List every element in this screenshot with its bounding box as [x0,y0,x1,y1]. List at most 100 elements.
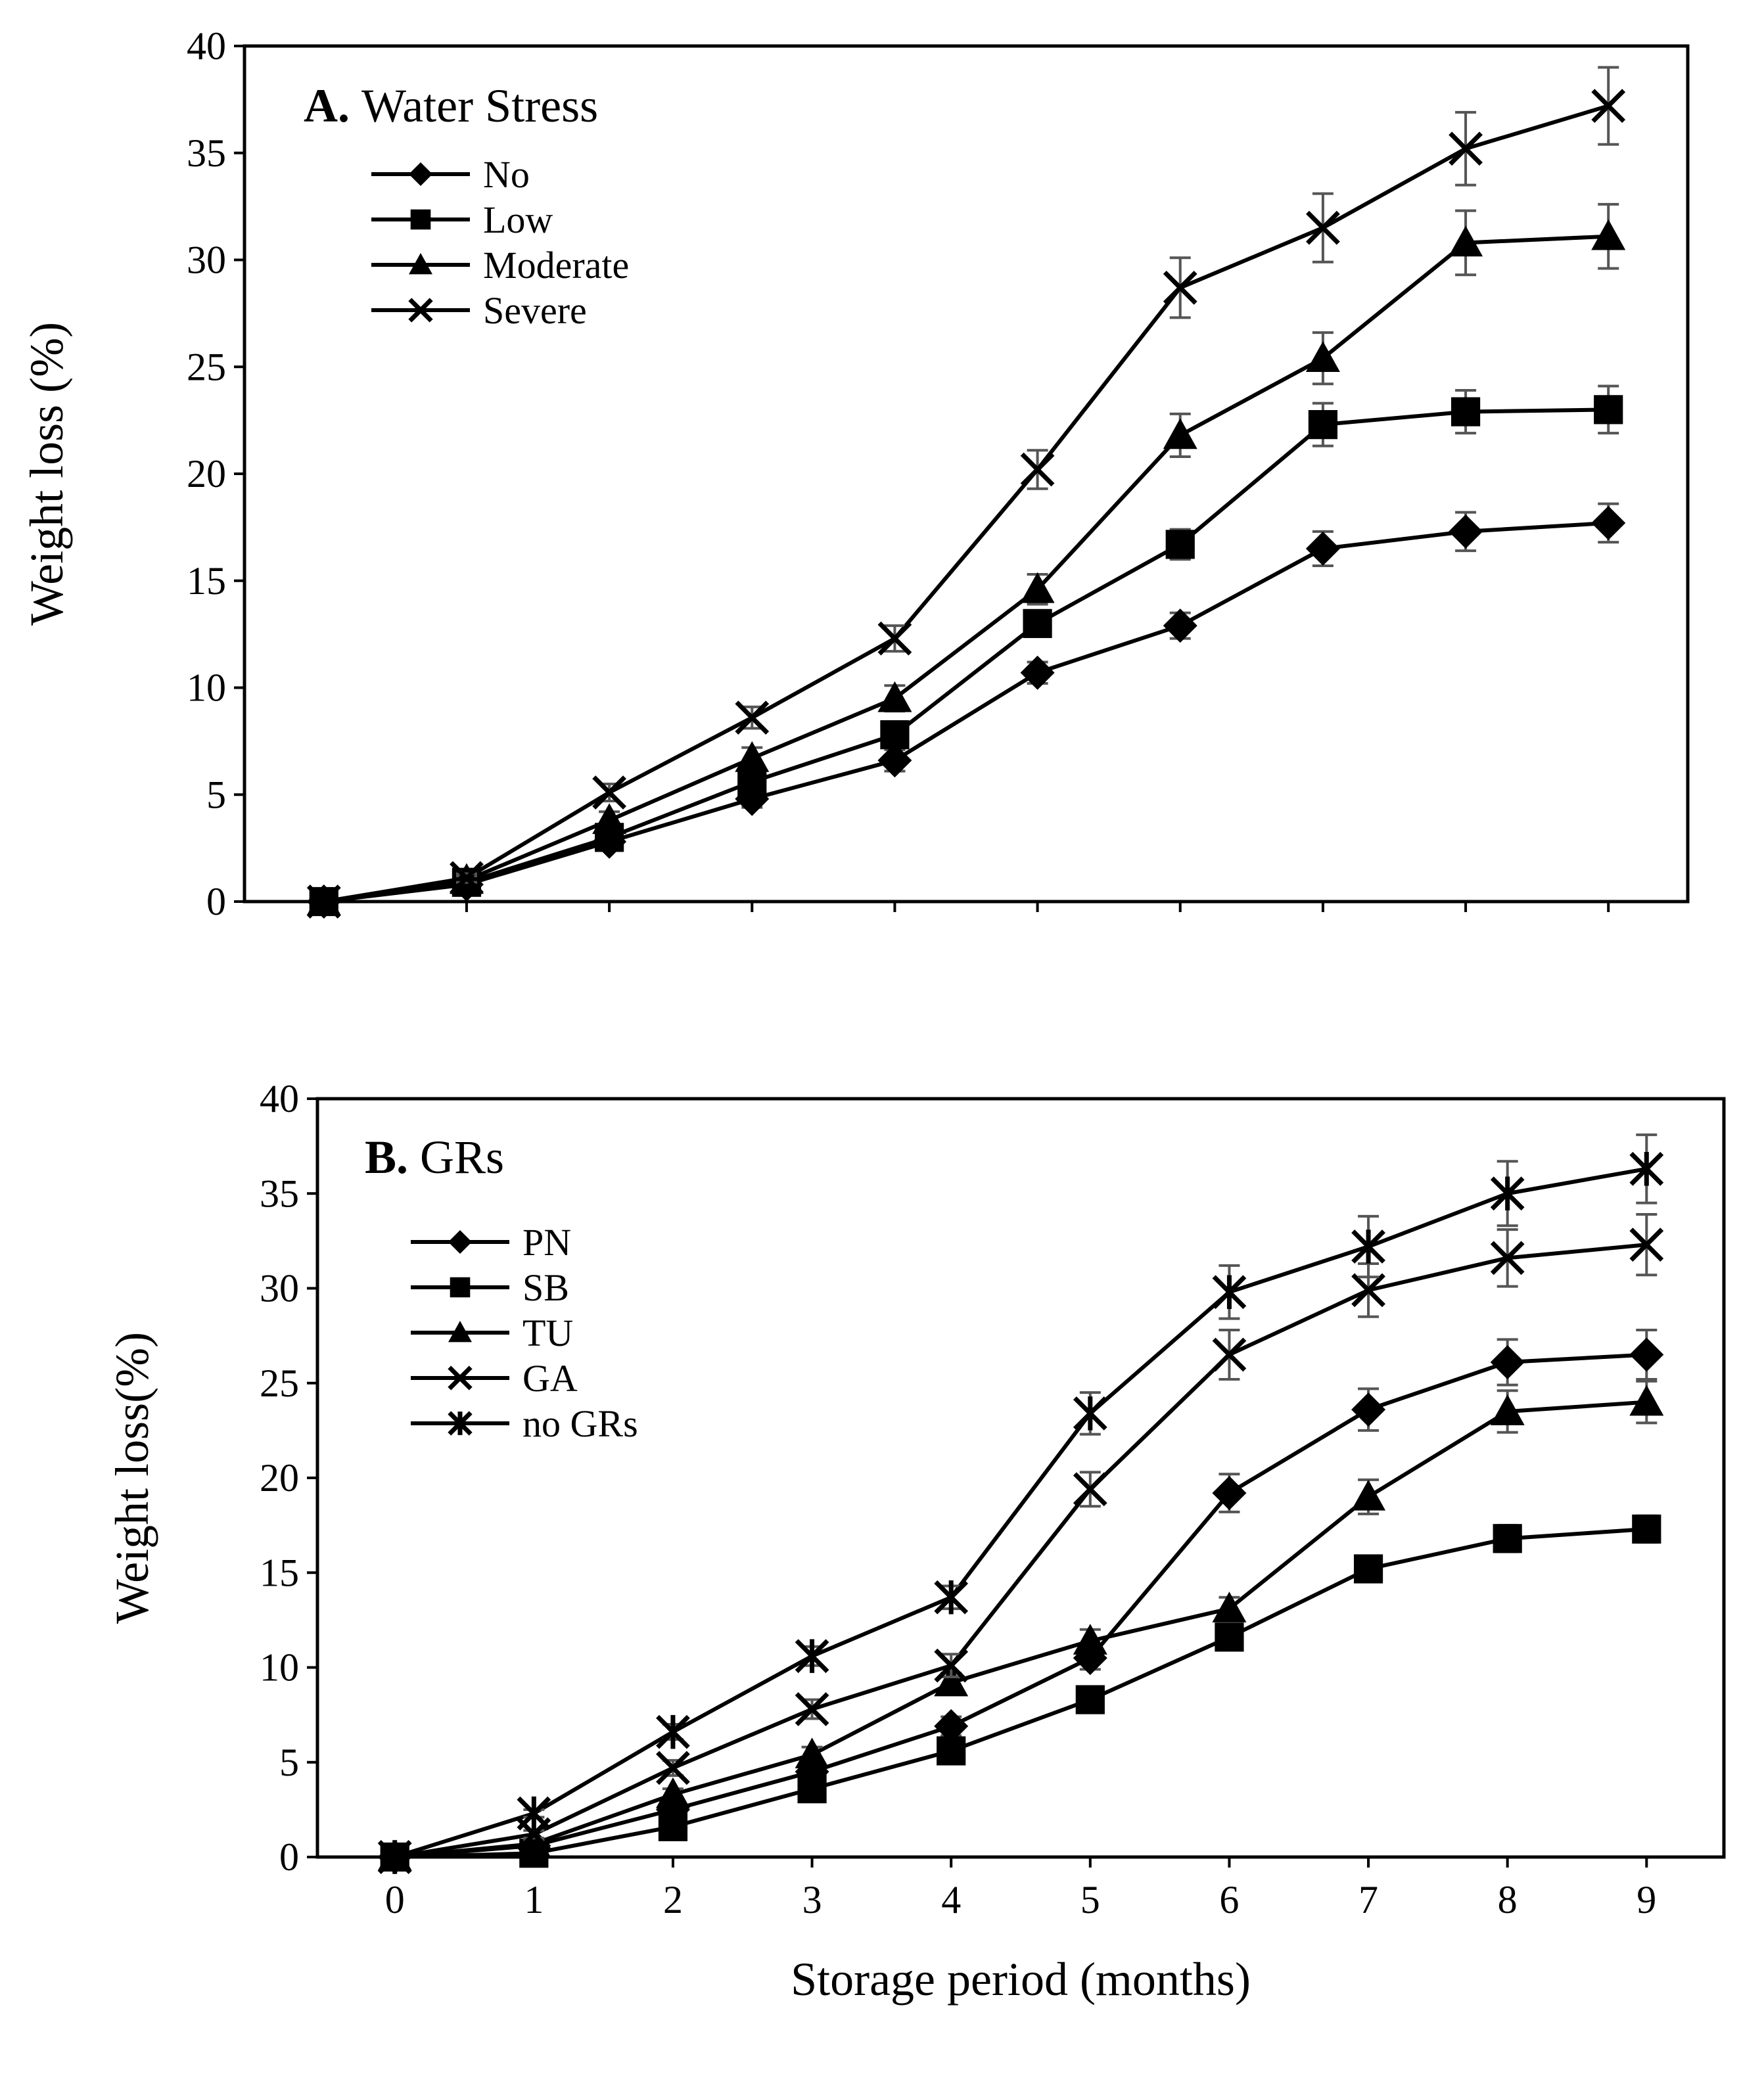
data-point [934,1665,969,1697]
data-point [1490,1176,1525,1211]
data-point [1212,1275,1247,1310]
data-point [1490,1394,1525,1425]
series-line [394,1243,1647,1859]
y-tick-label: 0 [279,1835,299,1879]
data-point [934,1648,969,1683]
data-point [656,1751,690,1785]
y-axis-label: Weight loss (%) [20,322,73,626]
legend-marker [448,1366,473,1390]
panel-b-growth-regulators: 0 5 10 15 20 25 30 35 40 0 1 2 3 4 5 6 7 8 9 Weight loss(%)… [106,1077,1726,2006]
series-low [309,384,1623,917]
data-point [795,1639,829,1674]
data-point [1449,514,1483,549]
data-point [1591,505,1626,540]
data-point [880,720,910,750]
series-line [394,1166,1647,1859]
data-point [1449,131,1483,166]
series-line [394,1400,1647,1859]
y-tick-label: 5 [279,1741,299,1784]
panel-a-water-stress: 0 5 10 15 20 25 30 35 40 Weight loss (%) A. Water … [20,24,1690,923]
data-point [1629,1151,1664,1186]
y-tick-label: 20 [260,1456,299,1500]
data-point [1351,1273,1385,1308]
data-point [795,1692,829,1726]
data-point [795,1737,829,1769]
series-severe [306,66,1626,919]
data-point [1023,608,1052,638]
data-point [877,681,912,712]
data-point [937,1736,966,1766]
legend-label: No [483,153,530,196]
data-point [1212,1337,1247,1372]
data-point [1351,1479,1386,1511]
series-no-grs [377,1133,1664,1874]
legend-marker [448,1321,472,1343]
data-point [1591,89,1626,124]
series-line [394,1527,1647,1859]
data-point [1306,210,1340,245]
data-point [1073,1472,1107,1507]
legend-item-no-grs: no GRs [411,1402,638,1445]
data-point [517,1796,551,1831]
data-point [1212,1476,1247,1511]
x-tick-label: 9 [1636,1878,1656,1921]
legend-item-severe: Severe [371,289,587,332]
data-point [1629,1337,1664,1372]
data-point [1308,410,1337,440]
legend-item-tu: TU [411,1312,573,1354]
data-point [1629,1385,1664,1416]
data-point [1632,1514,1661,1544]
x-tick-label: 3 [802,1878,822,1921]
data-point [1353,1554,1383,1584]
legend-label: Moderate [483,244,629,287]
panel-title-text: Water Stress [361,80,598,132]
series-line [323,234,1609,904]
data-point [592,803,627,835]
legend-label: Low [483,198,553,241]
data-point [1020,655,1055,690]
series-line [323,407,1609,904]
legend-marker [409,162,432,186]
legend-item-ga: GA [411,1357,578,1400]
data-point [1163,418,1197,449]
y-tick-label: 35 [187,131,226,175]
y-tick-label: 40 [260,1077,299,1120]
panel-title-text: GRs [420,1131,504,1183]
y-tick-label: 35 [260,1172,299,1215]
data-point [1020,572,1055,603]
legend-marker [409,253,432,275]
data-point [1212,1592,1247,1622]
series-line [323,104,1610,904]
y-tick-label: 25 [187,345,226,388]
data-point [1351,1392,1386,1427]
y-tick-label: 0 [206,880,226,923]
data-point [517,1826,551,1858]
series-tu [377,1379,1664,1871]
x-tick-label: 0 [385,1878,405,1921]
y-tick-label: 25 [260,1362,299,1405]
y-tick-label: 30 [260,1267,299,1310]
data-point [655,1777,690,1808]
panel-letter: B. [365,1131,420,1183]
data-point [1165,530,1195,559]
data-point [934,1580,969,1615]
legend-marker [410,209,431,230]
legend-marker [448,1411,473,1436]
data-point [1215,1622,1244,1652]
legend-label: SB [522,1266,569,1309]
panel-letter: A. [304,80,361,132]
legend-item-pn: PN [411,1221,571,1264]
x-tick-label: 7 [1358,1878,1378,1921]
data-point [1451,397,1481,426]
data-point [1594,395,1623,425]
data-point [737,767,767,796]
y-axis-label: Weight loss(%) [106,1332,158,1624]
legend-item-moderate: Moderate [371,244,629,287]
legend-marker [448,1230,472,1254]
legend-label: no GRs [522,1402,638,1445]
legend-item-sb: SB [411,1266,569,1309]
data-point [1490,1241,1525,1275]
data-point [306,884,341,919]
